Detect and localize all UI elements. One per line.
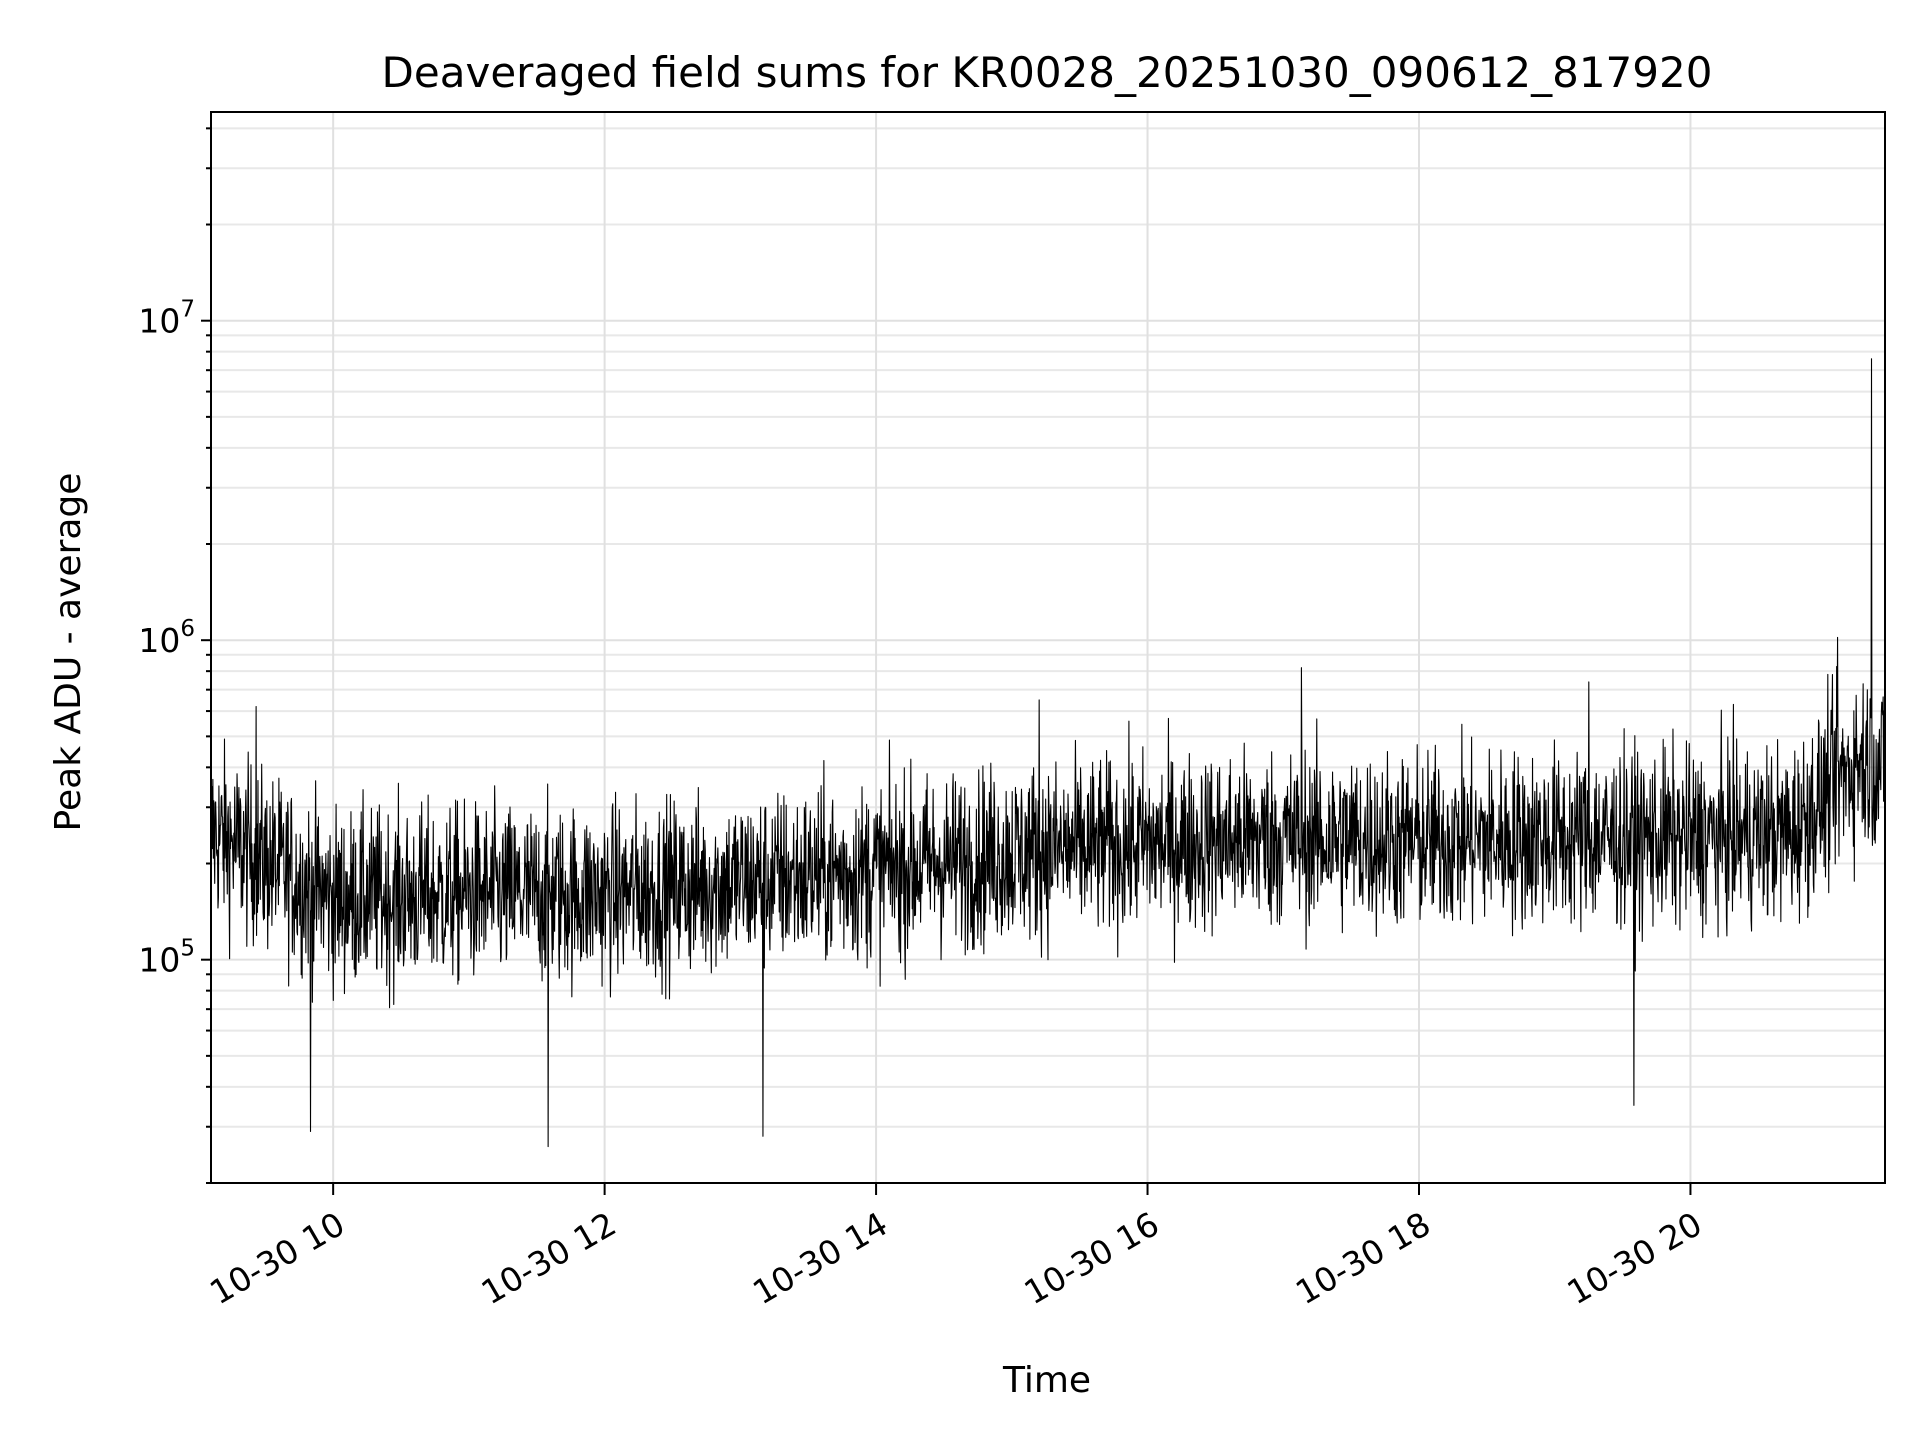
y-tick-label: 105 [138, 936, 195, 980]
y-axis: 105 106 107 [138, 127, 211, 1184]
plot-frame [210, 111, 1886, 1184]
y-axis-label: Peak ADU - average [48, 473, 89, 832]
series-line [210, 358, 1886, 1148]
y-tick-label: 107 [138, 297, 195, 341]
chart-title: Deaveraged field sums for KR0028_2025103… [382, 48, 1713, 97]
series-layer [210, 358, 1886, 1148]
y-tick-label: 106 [138, 616, 195, 660]
x-axis-label: Time [1002, 1360, 1091, 1401]
grid [211, 112, 1885, 1184]
